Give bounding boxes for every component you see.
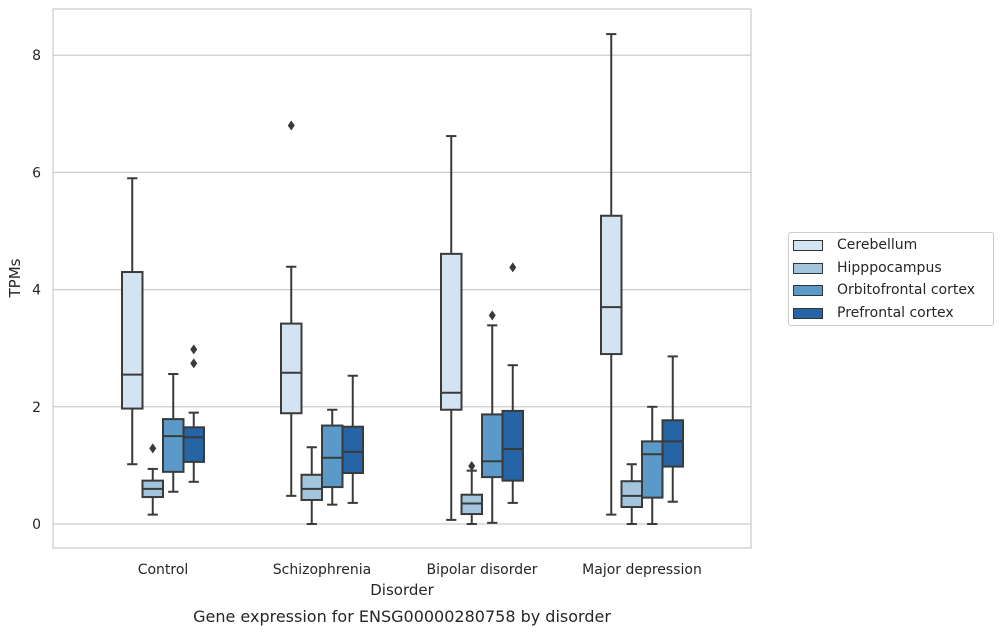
x-tick-label: Bipolar disorder	[426, 562, 537, 578]
legend-item-prefrontal-cortex: Prefrontal cortex	[793, 303, 954, 323]
box	[321, 424, 344, 489]
box-group	[162, 372, 185, 493]
box	[280, 322, 303, 415]
legend-item-orbitofrontal-cortex: Orbitofrontal cortex	[793, 280, 975, 300]
legend-label: Prefrontal cortex	[837, 305, 954, 321]
box-group	[280, 120, 303, 497]
legend-swatch	[793, 284, 823, 296]
outlier-point	[149, 443, 157, 454]
y-tick-label: 0	[32, 517, 41, 533]
x-tick-label: Control	[138, 562, 189, 578]
box-group	[641, 405, 664, 525]
box	[661, 419, 684, 468]
box	[620, 480, 643, 509]
outlier-point	[509, 262, 517, 273]
outlier-point	[488, 310, 496, 321]
box-group	[300, 446, 323, 525]
box-group	[460, 460, 483, 525]
box	[641, 440, 664, 499]
outlier-point	[287, 120, 295, 131]
box-group	[620, 463, 643, 525]
box-group	[182, 344, 205, 483]
y-axis-label: TPMs	[6, 258, 24, 298]
legend-label: Hipppocampus	[837, 260, 942, 276]
box-group	[661, 355, 684, 503]
box-group	[141, 443, 164, 516]
plot-area-frame	[52, 8, 752, 549]
box	[300, 473, 323, 501]
x-tick-labels: Control Schizophrenia Bipolar disorder Majo…	[138, 562, 702, 578]
x-tick-label: Major depression	[582, 562, 702, 578]
box-group	[121, 177, 144, 466]
chart-title: Gene expression for ENSG00000280758 by d…	[193, 607, 611, 626]
y-tick-labels: 0 2 4 6 8	[32, 48, 41, 533]
box-group	[600, 33, 623, 516]
legend-swatch	[793, 307, 823, 319]
box	[501, 409, 524, 482]
box	[481, 413, 504, 479]
boxes	[121, 33, 684, 525]
box-group	[481, 310, 504, 524]
y-tick-label: 6	[32, 165, 41, 181]
x-axis-label: Disorder	[370, 581, 434, 599]
box	[182, 426, 205, 463]
box-group	[501, 262, 524, 504]
outlier-point	[190, 358, 198, 369]
legend: Cerebellum Hipppocampus Orbitofrontal co…	[788, 232, 994, 326]
box-group	[341, 374, 364, 504]
box	[162, 418, 185, 473]
legend-swatch	[793, 239, 823, 251]
outlier-point	[190, 344, 198, 355]
legend-item-cerebellum: Cerebellum	[793, 235, 917, 255]
legend-swatch	[793, 262, 823, 274]
legend-label: Cerebellum	[837, 237, 918, 253]
box	[440, 252, 463, 411]
outlier-point	[468, 460, 476, 471]
box	[600, 214, 623, 356]
legend-item-hippocampus: Hipppocampus	[793, 258, 942, 278]
box-group	[440, 135, 463, 521]
box-group	[321, 408, 344, 506]
box	[121, 271, 144, 410]
y-tick-label: 2	[32, 400, 41, 416]
legend-label: Orbitofrontal cortex	[837, 282, 975, 298]
y-tick-label: 8	[32, 48, 41, 64]
y-tick-label: 4	[32, 283, 41, 299]
x-tick-label: Schizophrenia	[273, 562, 371, 578]
box	[341, 425, 364, 475]
